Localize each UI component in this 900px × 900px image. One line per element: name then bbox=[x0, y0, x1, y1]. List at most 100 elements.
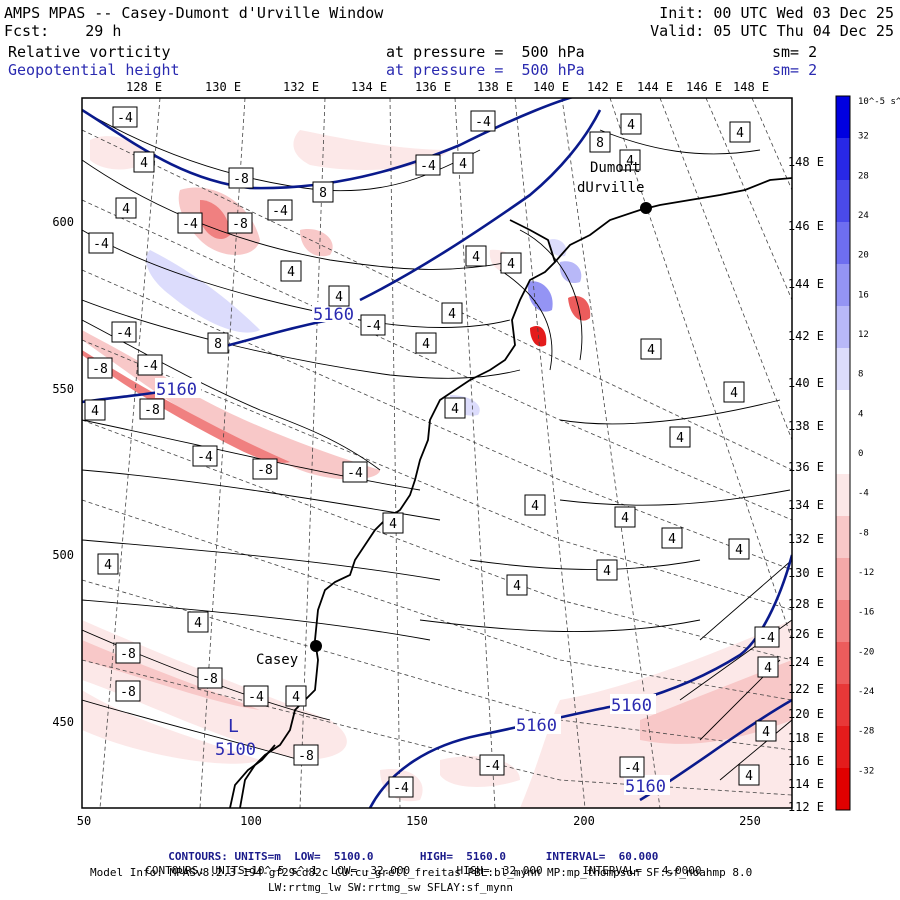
vort-label: 4 bbox=[620, 113, 642, 135]
svg-text:4: 4 bbox=[122, 202, 130, 217]
field1-pressure: at pressure = 500 hPa bbox=[386, 43, 585, 61]
lon-label: 148 E bbox=[733, 80, 769, 94]
colorbar-label: -24 bbox=[858, 687, 874, 697]
colorbar-swatch bbox=[836, 306, 850, 349]
stations: Casey Dumont dUrville bbox=[256, 160, 652, 668]
low-marker: L bbox=[228, 716, 239, 737]
x-tick-label: 150 bbox=[406, 814, 428, 828]
casey-label: Casey bbox=[256, 652, 298, 668]
vort-label: -8 bbox=[115, 680, 141, 702]
svg-text:4: 4 bbox=[140, 156, 148, 171]
vort-label: -8 bbox=[197, 667, 223, 689]
lon-label: 140 E bbox=[533, 80, 569, 94]
height-label: 5160 bbox=[156, 380, 197, 400]
svg-text:4: 4 bbox=[668, 532, 676, 547]
svg-text:130 E: 130 E bbox=[788, 566, 824, 580]
vort-label: -8 bbox=[293, 744, 319, 766]
svg-text:142 E: 142 E bbox=[788, 329, 824, 343]
colorbar: 10^-5 s^-1 32 28 24 20 16 12 8 4 0 -4 -8 -12 -16 -20 -… bbox=[835, 95, 900, 811]
svg-text:4: 4 bbox=[513, 579, 521, 594]
svg-text:118 E: 118 E bbox=[788, 731, 824, 745]
field2-smoothing: sm= 2 bbox=[772, 61, 818, 79]
vort-label: 4 bbox=[619, 149, 641, 171]
colorbar-swatch bbox=[836, 768, 850, 811]
lon-label: 128 E bbox=[126, 80, 162, 94]
dumont-label-line2: dUrville bbox=[577, 180, 644, 196]
svg-text:4: 4 bbox=[603, 564, 611, 579]
svg-text:-8: -8 bbox=[298, 749, 314, 764]
lon-labels-top: 128 E 130 E 132 E 134 E 136 E 138 E 140 … bbox=[126, 80, 769, 94]
vort-label: 4 bbox=[757, 656, 779, 678]
vort-label: 4 bbox=[97, 553, 119, 575]
plot-frame bbox=[81, 97, 793, 809]
forecast-hour: Fcst: 29 h bbox=[4, 22, 122, 40]
svg-text:4: 4 bbox=[627, 118, 635, 133]
vort-label: 4 bbox=[500, 252, 522, 274]
vort-label: 8 bbox=[207, 332, 229, 354]
footer-height-contours: CONTOURS: UNITS=m LOW= 5100.0 HIGH= 5160… bbox=[168, 850, 659, 863]
svg-text:4: 4 bbox=[194, 616, 202, 631]
svg-text:-8: -8 bbox=[257, 463, 273, 478]
dumont-label-line1: Dumont bbox=[590, 160, 641, 176]
lon-label: 136 E bbox=[415, 80, 451, 94]
vort-label: 4 bbox=[382, 512, 404, 534]
svg-text:112 E: 112 E bbox=[788, 800, 824, 814]
vort-label: -8 bbox=[252, 458, 278, 480]
svg-text:144 E: 144 E bbox=[788, 277, 824, 291]
colorbar-label: 12 bbox=[858, 330, 869, 340]
svg-text:8: 8 bbox=[596, 136, 604, 151]
x-tick-label: 200 bbox=[573, 814, 595, 828]
lon-label: 144 E bbox=[637, 80, 673, 94]
vort-label: -4 bbox=[192, 445, 218, 467]
colorbar-swatch bbox=[836, 264, 850, 307]
svg-text:140 E: 140 E bbox=[788, 376, 824, 390]
colorbar-label: -16 bbox=[858, 608, 874, 618]
lon-label: 134 E bbox=[351, 80, 387, 94]
vort-label: -8 bbox=[115, 642, 141, 664]
svg-text:4: 4 bbox=[764, 661, 772, 676]
vort-label: 4 bbox=[280, 260, 302, 282]
svg-text:4: 4 bbox=[389, 517, 397, 532]
svg-text:-4: -4 bbox=[759, 631, 775, 646]
footer-vorticity-contours: CONTOURS: UNITS=10^-5 s^-1 LOW= -32.000 … bbox=[145, 864, 702, 877]
vort-label: -4 bbox=[388, 776, 414, 798]
svg-text:4: 4 bbox=[676, 431, 684, 446]
vort-label: 4 bbox=[729, 121, 751, 143]
vort-label: -4 bbox=[243, 685, 269, 707]
vort-label: 4 bbox=[444, 397, 466, 419]
y-tick-label: 450 bbox=[52, 715, 74, 729]
y-tick-label: 600 bbox=[52, 215, 74, 229]
vort-label: 4 bbox=[115, 197, 137, 219]
svg-text:-4: -4 bbox=[197, 450, 213, 465]
vort-label: 4 bbox=[596, 559, 618, 581]
vort-label: 8 bbox=[589, 131, 611, 153]
height-label: 5160 bbox=[313, 305, 354, 325]
x-tick-label: 50 bbox=[77, 814, 91, 828]
svg-text:-8: -8 bbox=[92, 362, 108, 377]
svg-text:-8: -8 bbox=[233, 172, 249, 187]
vort-label: 4 bbox=[415, 332, 437, 354]
footer-model-info: Model Info: MPASv8.2.3-194-gf29cd82c CU:… bbox=[90, 866, 753, 879]
colorbar-unit: 10^-5 s^-1 bbox=[858, 97, 900, 107]
vort-label: 4 bbox=[285, 685, 307, 707]
y-axis: 600 550 500 450 bbox=[52, 215, 74, 729]
svg-text:4: 4 bbox=[745, 769, 753, 784]
height-label: 5160 bbox=[516, 716, 557, 736]
colorbar-swatch bbox=[836, 390, 850, 433]
svg-text:4: 4 bbox=[626, 154, 634, 169]
height-label: 5160 bbox=[611, 696, 652, 716]
svg-text:132 E: 132 E bbox=[788, 532, 824, 546]
vort-label: 4 bbox=[755, 720, 777, 742]
vort-label: -8 bbox=[228, 167, 254, 189]
svg-text:138 E: 138 E bbox=[788, 419, 824, 433]
svg-text:146 E: 146 E bbox=[788, 219, 824, 233]
svg-text:116 E: 116 E bbox=[788, 754, 824, 768]
colorbar-label: 8 bbox=[858, 370, 863, 380]
vort-label: -4 bbox=[112, 106, 138, 128]
vort-label: 4 bbox=[133, 151, 155, 173]
vort-label: -4 bbox=[415, 154, 441, 176]
svg-text:-4: -4 bbox=[624, 761, 640, 776]
svg-text:4: 4 bbox=[459, 157, 467, 172]
svg-text:-4: -4 bbox=[420, 159, 436, 174]
svg-text:-4: -4 bbox=[475, 115, 491, 130]
